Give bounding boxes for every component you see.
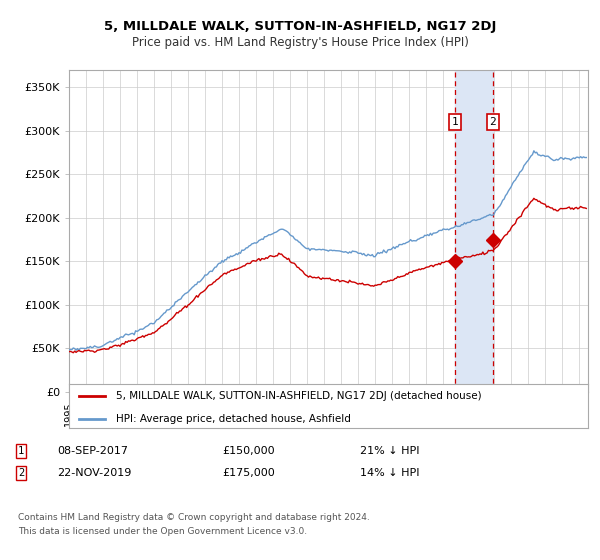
Text: 22-NOV-2019: 22-NOV-2019 [57,468,131,478]
Text: 5, MILLDALE WALK, SUTTON-IN-ASHFIELD, NG17 2DJ (detached house): 5, MILLDALE WALK, SUTTON-IN-ASHFIELD, NG… [116,391,481,401]
Text: 5, MILLDALE WALK, SUTTON-IN-ASHFIELD, NG17 2DJ: 5, MILLDALE WALK, SUTTON-IN-ASHFIELD, NG… [104,20,496,32]
Text: £150,000: £150,000 [222,446,275,456]
Text: 2: 2 [18,468,24,478]
Text: This data is licensed under the Open Government Licence v3.0.: This data is licensed under the Open Gov… [18,528,307,536]
Text: 14% ↓ HPI: 14% ↓ HPI [360,468,419,478]
Text: 2: 2 [490,117,496,127]
Text: 1: 1 [452,117,458,127]
Text: 08-SEP-2017: 08-SEP-2017 [57,446,128,456]
Text: 1: 1 [18,446,24,456]
Bar [455,70,493,392]
Text: 21% ↓ HPI: 21% ↓ HPI [360,446,419,456]
Text: HPI: Average price, detached house, Ashfield: HPI: Average price, detached house, Ashf… [116,413,350,423]
Text: £175,000: £175,000 [222,468,275,478]
Text: Contains HM Land Registry data © Crown copyright and database right 2024.: Contains HM Land Registry data © Crown c… [18,514,370,522]
Text: Price paid vs. HM Land Registry's House Price Index (HPI): Price paid vs. HM Land Registry's House … [131,36,469,49]
